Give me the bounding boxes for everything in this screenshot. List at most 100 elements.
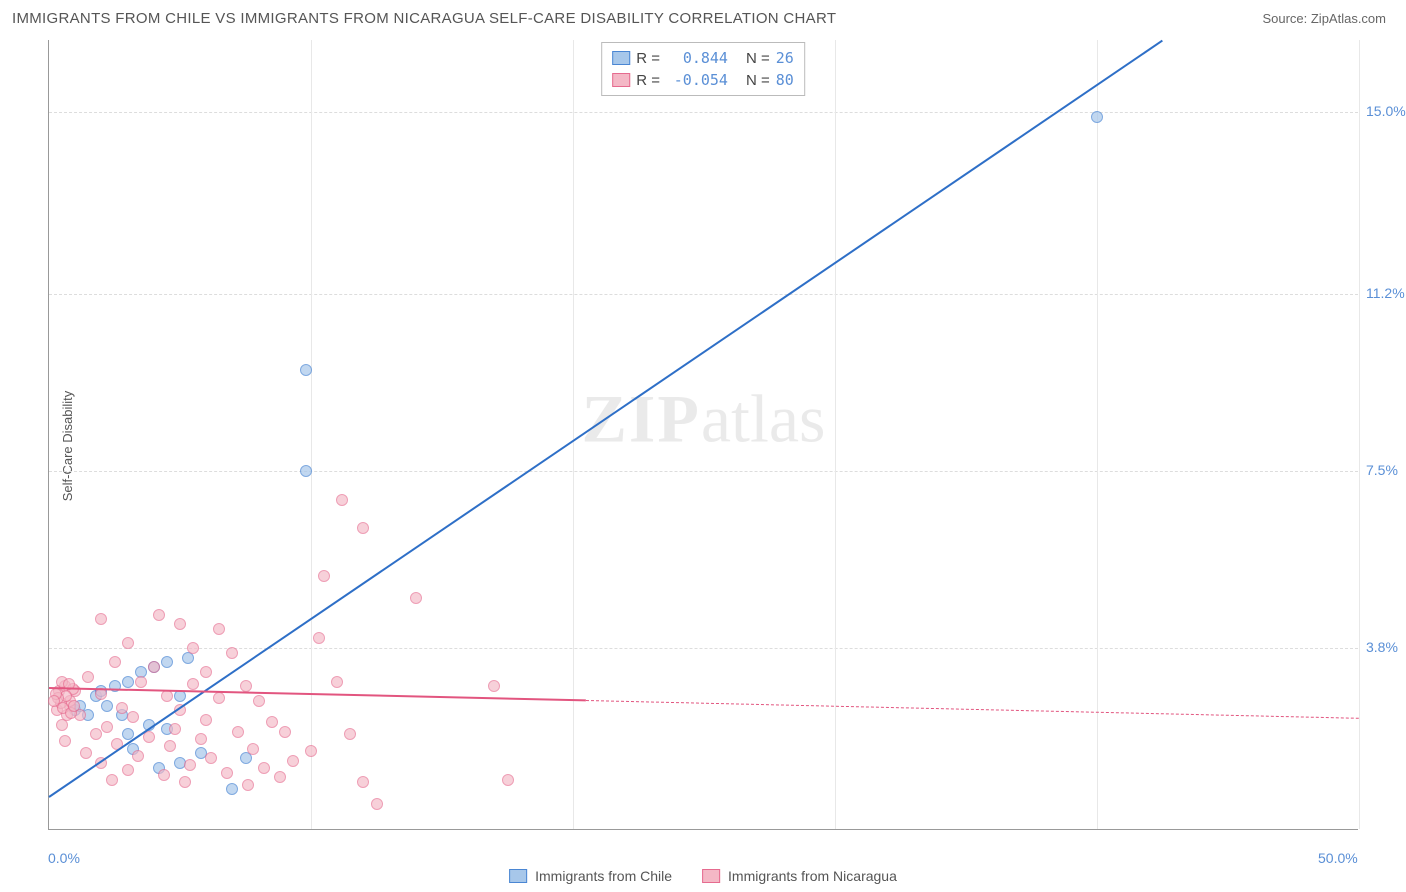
legend-swatch: [612, 51, 630, 65]
data-point: [82, 671, 94, 683]
data-point: [122, 676, 134, 688]
data-point: [59, 735, 71, 747]
data-point: [357, 776, 369, 788]
legend-stat-row: R = -0.054 N = 80: [612, 69, 794, 91]
data-point: [95, 613, 107, 625]
stat-n-value: 26: [776, 49, 794, 67]
gridline-vertical: [1097, 40, 1098, 829]
stat-r-value: -0.054: [666, 71, 728, 89]
data-point: [300, 364, 312, 376]
legend-stat-row: R = 0.844N = 26: [612, 47, 794, 69]
data-point: [116, 702, 128, 714]
y-tick-label: 15.0%: [1366, 103, 1406, 119]
gridline-horizontal: [49, 471, 1358, 472]
data-point: [371, 798, 383, 810]
legend-series-label: Immigrants from Nicaragua: [728, 868, 897, 884]
data-point: [122, 637, 134, 649]
gridline-vertical: [311, 40, 312, 829]
data-point: [488, 680, 500, 692]
data-point: [179, 776, 191, 788]
source-prefix: Source:: [1262, 11, 1310, 26]
data-point: [279, 726, 291, 738]
watermark: ZIPatlas: [582, 379, 826, 458]
legend-swatch: [509, 869, 527, 883]
data-point: [344, 728, 356, 740]
data-point: [300, 465, 312, 477]
data-point: [48, 695, 60, 707]
y-tick-label: 11.2%: [1366, 285, 1405, 301]
trend-line: [48, 40, 1163, 798]
stat-n-label: N =: [746, 72, 770, 89]
correlation-legend: R = 0.844N = 26R = -0.054N = 80: [601, 42, 805, 96]
data-point: [287, 755, 299, 767]
x-tick-label: 50.0%: [1318, 850, 1358, 866]
data-point: [331, 676, 343, 688]
data-point: [240, 752, 252, 764]
trend-line-extension: [586, 700, 1359, 719]
data-point: [213, 692, 225, 704]
chart-header: IMMIGRANTS FROM CHILE VS IMMIGRANTS FROM…: [0, 0, 1406, 32]
source-attribution: Source: ZipAtlas.com: [1262, 11, 1386, 26]
data-point: [153, 609, 165, 621]
data-point: [313, 632, 325, 644]
data-point: [205, 752, 217, 764]
legend-series-item: Immigrants from Nicaragua: [702, 868, 897, 884]
data-point: [187, 642, 199, 654]
data-point: [101, 721, 113, 733]
gridline-horizontal: [49, 648, 1358, 649]
data-point: [174, 618, 186, 630]
legend-series-label: Immigrants from Chile: [535, 868, 672, 884]
data-point: [195, 733, 207, 745]
gridline-horizontal: [49, 112, 1358, 113]
data-point: [318, 570, 330, 582]
gridline-horizontal: [49, 294, 1358, 295]
data-point: [169, 723, 181, 735]
data-point: [161, 656, 173, 668]
data-point: [213, 623, 225, 635]
data-point: [266, 716, 278, 728]
y-tick-label: 7.5%: [1366, 462, 1398, 478]
data-point: [122, 764, 134, 776]
data-point: [247, 743, 259, 755]
data-point: [1091, 111, 1103, 123]
source-name: ZipAtlas.com: [1311, 11, 1386, 26]
data-point: [101, 700, 113, 712]
data-point: [242, 779, 254, 791]
data-point: [135, 676, 147, 688]
legend-swatch: [612, 73, 630, 87]
data-point: [274, 771, 286, 783]
y-tick-label: 3.8%: [1366, 639, 1398, 655]
stat-r-value: 0.844: [666, 49, 728, 67]
stat-r-label: R =: [636, 50, 660, 67]
data-point: [148, 661, 160, 673]
data-point: [336, 494, 348, 506]
legend-swatch: [702, 869, 720, 883]
data-point: [132, 750, 144, 762]
data-point: [232, 726, 244, 738]
data-point: [253, 695, 265, 707]
data-point: [90, 728, 102, 740]
gridline-vertical: [573, 40, 574, 829]
data-point: [127, 711, 139, 723]
data-point: [200, 714, 212, 726]
gridline-vertical: [1359, 40, 1360, 829]
data-point: [200, 666, 212, 678]
x-tick-label: 0.0%: [48, 850, 80, 866]
series-legend: Immigrants from Chile Immigrants from Nic…: [509, 868, 897, 884]
data-point: [109, 656, 121, 668]
data-point: [106, 774, 118, 786]
trend-line: [49, 687, 586, 701]
data-point: [226, 783, 238, 795]
legend-series-item: Immigrants from Chile: [509, 868, 672, 884]
data-point: [502, 774, 514, 786]
data-point: [226, 647, 238, 659]
data-point: [221, 767, 233, 779]
chart-title: IMMIGRANTS FROM CHILE VS IMMIGRANTS FROM…: [12, 10, 836, 27]
data-point: [184, 759, 196, 771]
gridline-vertical: [835, 40, 836, 829]
data-point: [164, 740, 176, 752]
data-point: [187, 678, 199, 690]
stat-r-label: R =: [636, 72, 660, 89]
data-point: [258, 762, 270, 774]
stat-n-value: 80: [776, 71, 794, 89]
